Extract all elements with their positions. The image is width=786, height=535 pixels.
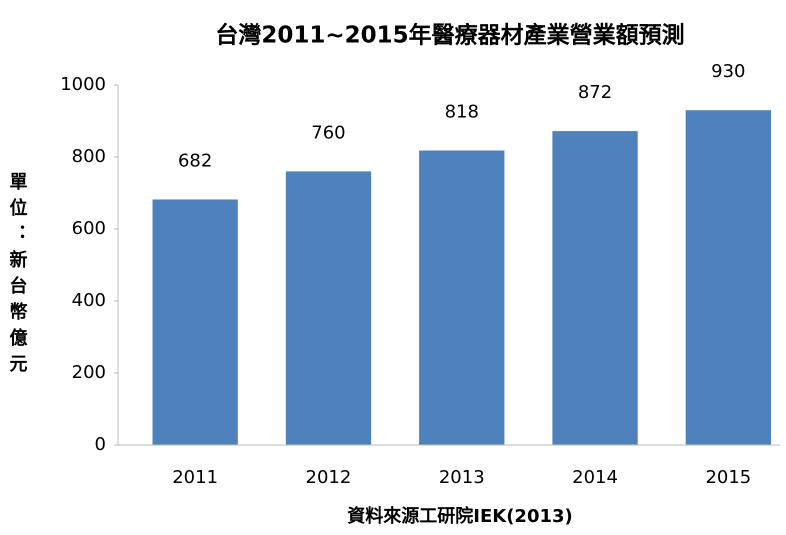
y-tick-label: 200 <box>72 362 106 383</box>
bar <box>285 171 372 445</box>
y-axis-title: 單位：新台幣億元 <box>7 172 28 380</box>
bar <box>152 199 238 445</box>
y-tick-label: 800 <box>72 146 106 167</box>
bar <box>552 131 638 445</box>
x-tick-label: 2015 <box>705 467 751 488</box>
x-tick-label: 2014 <box>572 467 618 488</box>
y-tick-label: 600 <box>72 218 106 239</box>
x-tick-label: 2012 <box>306 467 352 488</box>
x-axis-title: 資料來源工研院IEK(2013) <box>347 505 573 527</box>
chart-title: 台灣2011~2015年醫療器材產業營業額預測 <box>215 22 684 49</box>
data-label: 930 <box>711 61 745 82</box>
bar <box>419 150 505 445</box>
y-tick-label: 0 <box>95 434 106 455</box>
y-tick-label: 1000 <box>60 74 106 95</box>
data-label: 760 <box>311 122 345 143</box>
y-tick-label: 400 <box>72 290 106 311</box>
data-label: 818 <box>445 102 479 123</box>
x-tick-label: 2011 <box>172 467 218 488</box>
x-tick-label: 2013 <box>439 467 485 488</box>
bar <box>685 110 772 445</box>
data-label: 682 <box>178 150 212 171</box>
data-label: 872 <box>578 82 612 103</box>
